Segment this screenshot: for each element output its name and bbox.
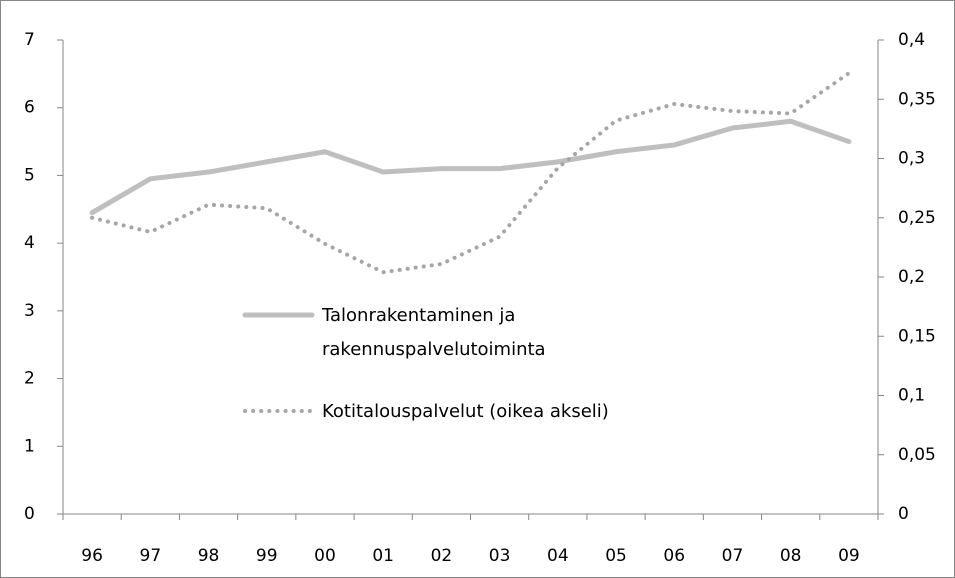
y-tick-label: 3 [24, 301, 35, 321]
x-tick-label: 06 [663, 546, 685, 566]
y2-tick-label: 0,25 [898, 208, 936, 228]
x-tick-label: 09 [838, 546, 860, 566]
y2-tick-label: 0,35 [898, 89, 936, 109]
series-line [90, 71, 851, 275]
y2-tick-label: 0,15 [898, 326, 936, 346]
x-tick-label: 01 [372, 546, 394, 566]
y2-tick-label: 0,05 [898, 445, 936, 465]
y-tick-label: 4 [24, 233, 35, 253]
y-tick-label: 2 [24, 369, 35, 389]
series-line [89, 118, 852, 216]
y-tick-label: 1 [24, 436, 35, 456]
y-tick-label: 7 [24, 30, 35, 50]
y2-tick-label: 0 [898, 504, 909, 524]
x-tick-label: 05 [605, 546, 627, 566]
x-tick-label: 98 [198, 546, 220, 566]
x-tick-label: 00 [314, 546, 336, 566]
x-tick-label: 07 [722, 546, 744, 566]
legend-label: Kotitalouspalvelut (oikea akseli) [322, 401, 609, 422]
y-tick-label: 5 [24, 165, 35, 185]
x-tick-label: 97 [140, 546, 162, 566]
legend-label: Talonrakentaminen ja rakennuspalvelutoim… [322, 305, 546, 360]
x-tick-label: 04 [547, 546, 569, 566]
x-tick-label: 03 [489, 546, 511, 566]
x-tick-label: 08 [780, 546, 802, 566]
y2-tick-label: 0,3 [898, 149, 925, 169]
y2-tick-label: 0,4 [898, 30, 925, 50]
y-tick-label: 6 [24, 98, 35, 118]
x-tick-label: 02 [431, 546, 453, 566]
y2-tick-label: 0,2 [898, 267, 925, 287]
y2-tick-label: 0,1 [898, 386, 925, 406]
x-tick-label: 96 [81, 546, 103, 566]
y-tick-label: 0 [24, 504, 35, 524]
x-tick-label: 99 [256, 546, 278, 566]
